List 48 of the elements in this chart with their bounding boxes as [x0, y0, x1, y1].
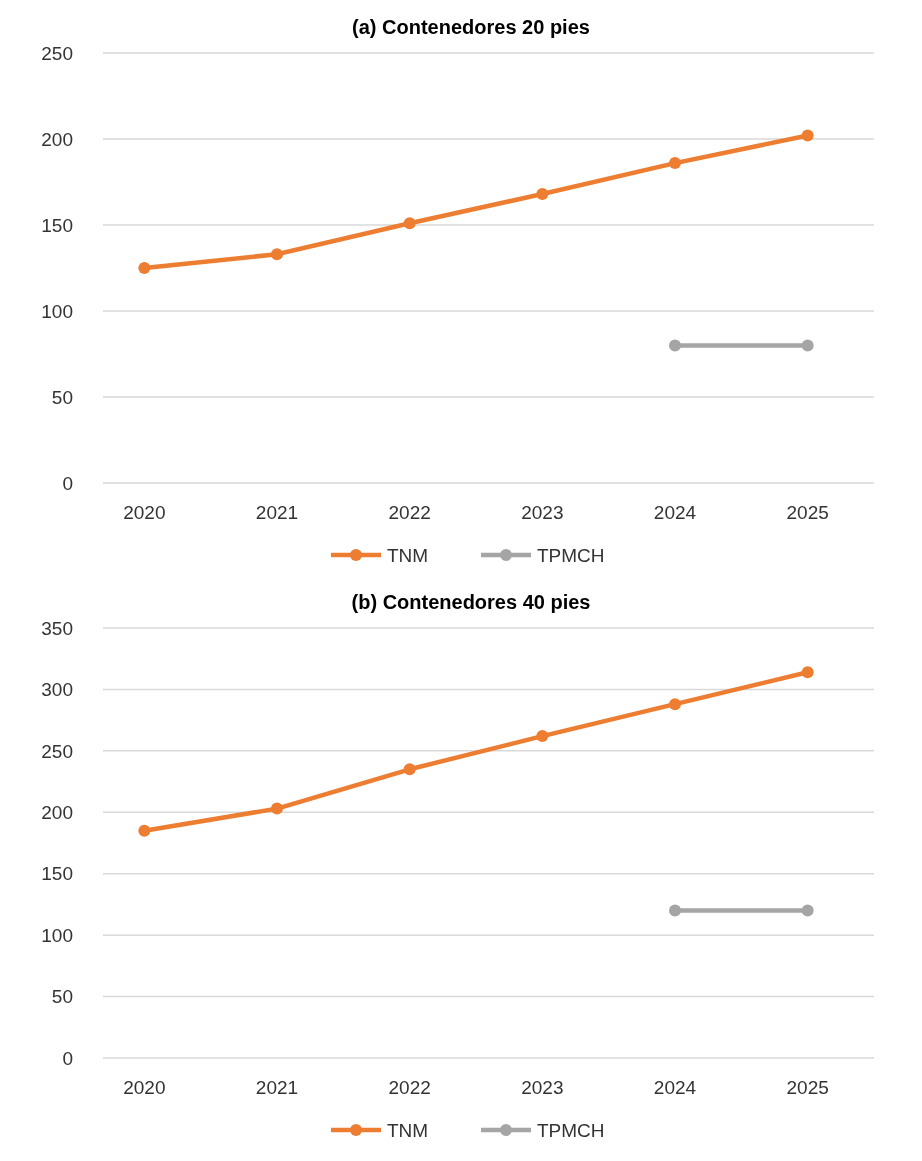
y-tick-label: 150: [41, 863, 73, 885]
y-tick-label: 250: [41, 740, 73, 762]
point: [801, 904, 814, 917]
point: [271, 802, 283, 815]
point: [138, 262, 151, 274]
y-tick-label: 50: [51, 386, 73, 408]
x-tick-label: 2021: [255, 1077, 299, 1098]
x-tick-label: 2020: [123, 1077, 166, 1098]
point: [801, 339, 814, 352]
x-tick-label: 2022: [388, 502, 431, 523]
legend-label: TNM: [387, 544, 429, 566]
y-tick-label: 350: [41, 617, 73, 639]
point: [403, 763, 416, 776]
legend-label: TPMCH: [537, 1119, 605, 1141]
x-tick-label: 2024: [653, 1077, 697, 1098]
chart-title: (b) Contenedores 40 pies: [351, 591, 591, 613]
x-tick-label: 2025: [786, 1077, 829, 1098]
legend-label: TNM: [387, 1119, 429, 1141]
x-tick-label: 2021: [255, 502, 299, 523]
point: [536, 188, 549, 201]
x-tick-label: 2023: [521, 1077, 564, 1098]
chart-title: (a) Contenedores 20 pies: [352, 16, 590, 38]
point: [669, 157, 681, 170]
y-tick-label: 50: [51, 986, 73, 1008]
point: [271, 248, 283, 261]
point: [138, 824, 151, 837]
y-tick-label: 0: [62, 472, 73, 494]
point: [403, 217, 416, 230]
point: [801, 129, 814, 142]
x-tick-label: 2020: [123, 502, 166, 523]
x-tick-label: 2024: [653, 502, 697, 523]
legend-label: TPMCH: [537, 544, 605, 566]
point: [536, 730, 549, 743]
y-tick-label: 300: [41, 679, 73, 701]
y-tick-label: 100: [41, 300, 73, 322]
x-tick-label: 2023: [521, 502, 564, 523]
y-tick-label: 0: [62, 1047, 73, 1069]
y-tick-label: 200: [41, 801, 73, 823]
y-tick-label: 200: [41, 128, 73, 150]
y-tick-label: 250: [41, 42, 73, 64]
y-tick-label: 100: [41, 924, 73, 946]
x-tick-label: 2022: [388, 1077, 431, 1098]
point: [669, 339, 681, 352]
point: [801, 666, 814, 679]
x-tick-label: 2025: [786, 502, 829, 523]
y-tick-label: 150: [41, 214, 73, 236]
point: [669, 904, 681, 917]
point: [669, 698, 681, 711]
